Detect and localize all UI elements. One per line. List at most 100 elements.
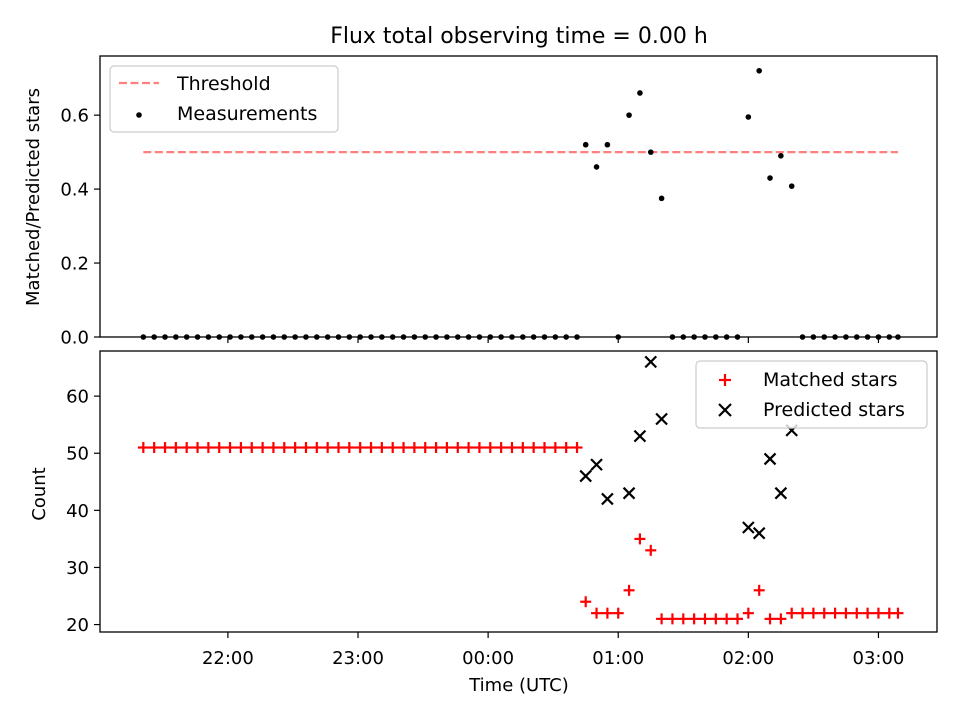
- top-y-tick-label: 0.0: [60, 328, 89, 349]
- matched-star-point: [387, 442, 399, 454]
- measurement-point: [626, 112, 632, 118]
- top-legend-box: [109, 65, 339, 133]
- bottom-x-ticks: 22:00 23:00 00:00 01:00 02:00 03:00: [202, 632, 904, 669]
- matched-star-point: [192, 442, 204, 454]
- predicted-star-point: [579, 469, 592, 483]
- matched-star-point: [495, 442, 507, 454]
- matched-star-point: [213, 442, 225, 454]
- matched-star-point: [202, 442, 214, 454]
- matched-star-point: [419, 442, 431, 454]
- matched-star-point: [797, 607, 809, 619]
- matched-star-point: [322, 442, 334, 454]
- matched-star-point: [786, 607, 798, 619]
- matched-star-point: [699, 613, 711, 625]
- matched-star-point: [571, 442, 583, 454]
- predicted-star-point: [763, 452, 777, 466]
- predicted-stars-legend-swatch: [718, 403, 732, 417]
- matched-star-point: [181, 442, 193, 454]
- matched-star-point: [549, 442, 561, 454]
- matched-star-point: [862, 607, 874, 619]
- matched-star-point: [840, 607, 852, 619]
- matched-star-point: [753, 584, 765, 596]
- predicted-star-point: [752, 526, 766, 540]
- predicted-stars-legend-label: Predicted stars: [763, 399, 905, 421]
- matched-star-point: [430, 442, 442, 454]
- matched-star-point: [742, 607, 754, 619]
- matched-star-point: [829, 607, 841, 619]
- bottom-y-ticks: 20 30 40 50 60: [66, 387, 100, 636]
- measurement-point: [788, 183, 795, 189]
- matched-star-point: [332, 442, 344, 454]
- matched-star-point: [365, 442, 377, 454]
- bottom-legend-box: [695, 360, 928, 429]
- matched-star-point: [528, 442, 540, 454]
- matched-star-point: [408, 442, 420, 454]
- matched-star-point: [452, 442, 464, 454]
- bottom-y-tick-label: 50: [66, 444, 89, 465]
- matched-star-point: [710, 613, 722, 625]
- matched-star-point: [137, 442, 149, 454]
- matched-star-point: [818, 607, 830, 619]
- bottom-y-tick-label: 30: [66, 558, 89, 579]
- matched-star-point: [343, 442, 355, 454]
- matched-star-point: [170, 442, 182, 454]
- bottom-y-tick-label: 20: [66, 615, 89, 636]
- bottom-y-axis-label: Count: [29, 467, 50, 520]
- matched-star-point: [851, 607, 863, 619]
- top-legend: Threshold Measurements: [109, 65, 339, 133]
- matched-star-point: [441, 442, 453, 454]
- top-x-ticks: [227, 337, 880, 343]
- matched-star-point: [677, 613, 689, 625]
- bottom-plot-marks: [137, 355, 904, 625]
- matched-star-point: [278, 442, 290, 454]
- bottom-y-tick-label: 40: [66, 501, 89, 522]
- matched-star-point: [257, 442, 269, 454]
- top-axes-frame: [99, 55, 938, 338]
- matched-star-point: [267, 442, 279, 454]
- measurement-point: [647, 149, 654, 155]
- measurements-legend-label: Measurements: [177, 103, 317, 125]
- x-tick-label: 22:00: [202, 648, 254, 669]
- measurement-point: [778, 153, 784, 159]
- matched-star-point: [764, 613, 776, 625]
- matched-star-point: [311, 442, 323, 454]
- x-tick-label: 02:00: [722, 648, 774, 669]
- x-tick-label: 00:00: [462, 648, 514, 669]
- measurement-point: [658, 195, 665, 202]
- x-tick-label: 03:00: [853, 648, 905, 669]
- threshold-legend-label: Threshold: [176, 73, 271, 95]
- matched-star-point: [721, 613, 733, 625]
- top-y-axis-label: Matched/Predicted stars: [23, 88, 44, 306]
- predicted-star-point: [742, 521, 755, 534]
- measurement-point: [593, 164, 600, 170]
- x-axis-label: Time (UTC): [468, 675, 569, 696]
- measurement-point: [745, 114, 752, 120]
- predicted-star-point: [644, 355, 658, 369]
- bottom-axes-frame: [99, 350, 938, 633]
- predicted-star-point: [590, 458, 603, 471]
- matched-star-point: [159, 442, 171, 454]
- matched-star-point: [645, 544, 657, 556]
- bottom-panel: 20 30 40 50 60 22:00 23:00 00:00 01:00 02:00 03:0…: [29, 350, 938, 696]
- matched-star-point: [732, 613, 744, 625]
- matched-star-point: [289, 442, 301, 454]
- matched-star-point: [484, 442, 496, 454]
- predicted-star-point: [774, 486, 788, 500]
- measurement-point: [582, 141, 589, 148]
- matched-stars-legend-swatch: [719, 374, 731, 386]
- top-y-tick-label: 0.4: [60, 180, 89, 201]
- matched-star-point: [807, 607, 819, 619]
- chart-title: Flux total observing time = 0.00 h: [330, 24, 708, 49]
- matched-stars-legend-label: Matched stars: [763, 369, 897, 391]
- matched-star-point: [246, 442, 258, 454]
- matched-star-point: [591, 607, 603, 619]
- matched-star-point: [601, 607, 613, 619]
- predicted-star-point: [655, 412, 668, 426]
- matched-star-point: [623, 584, 635, 596]
- predicted-star-point: [633, 429, 647, 443]
- measurement-point: [767, 175, 773, 181]
- matched-star-point: [235, 442, 247, 454]
- matched-star-point: [506, 442, 518, 454]
- matched-star-point: [148, 442, 160, 454]
